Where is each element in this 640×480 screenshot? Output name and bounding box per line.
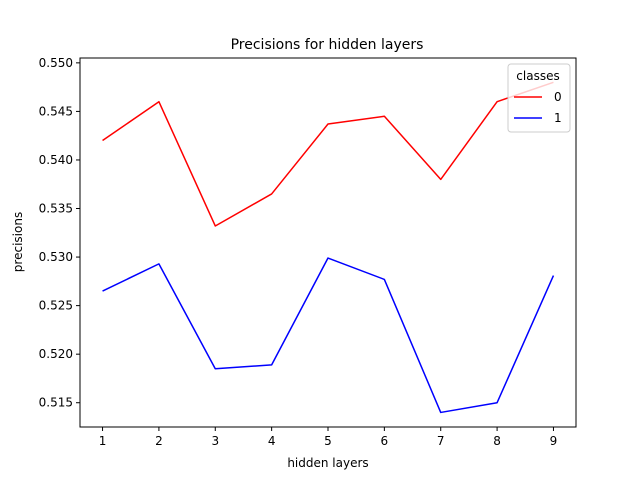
y-tick-label: 0.545 [39, 104, 73, 118]
y-tick-label: 0.535 [39, 202, 73, 216]
legend-title: classes [516, 69, 559, 83]
legend-label-1: 1 [554, 111, 562, 125]
legend-label-0: 0 [554, 90, 562, 104]
y-tick-label: 0.525 [39, 299, 73, 313]
plot-frame [79, 57, 577, 428]
x-tick-label: 8 [493, 434, 501, 448]
y-tick-label: 0.550 [39, 56, 73, 70]
series-line-0 [102, 81, 554, 227]
x-tick-label: 2 [155, 434, 163, 448]
y-tick-label: 0.515 [39, 396, 73, 410]
series-line-1 [102, 257, 555, 414]
y-axis-label: precisions [11, 212, 25, 272]
x-tick-label: 6 [381, 434, 389, 448]
legend: classes 0 1 [507, 63, 571, 133]
x-tick-label: 1 [99, 434, 107, 448]
legend-box [507, 63, 571, 133]
x-tick-label: 9 [550, 434, 558, 448]
series-layer [102, 81, 555, 414]
x-tick-label: 5 [324, 434, 332, 448]
y-tick-label: 0.540 [39, 153, 73, 167]
chart-title: Precisions for hidden layers [231, 37, 424, 53]
x-tick-label: 4 [268, 434, 276, 448]
axis-ticks: 1 2 3 4 5 6 7 8 9 0.515 0.520 0.525 0.530 0.535 0.540 0… [39, 56, 558, 448]
x-axis-label: hidden layers [287, 456, 368, 470]
y-tick-label: 0.520 [39, 347, 73, 361]
x-tick-label: 7 [437, 434, 445, 448]
x-tick-label: 3 [211, 434, 219, 448]
y-tick-label: 0.530 [39, 250, 73, 264]
